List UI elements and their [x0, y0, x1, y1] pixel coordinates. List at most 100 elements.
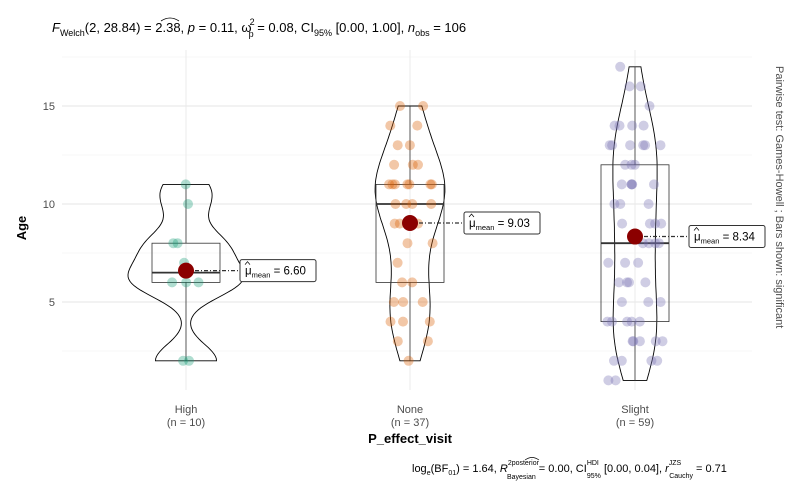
- x-tick-label: None: [397, 404, 423, 416]
- data-point: [635, 81, 646, 92]
- data-point: [626, 316, 637, 327]
- x-tick-label: Slight: [621, 404, 649, 416]
- y-tick-label: 15: [43, 101, 55, 113]
- mean-label-text: μmean = 6.60: [245, 266, 306, 280]
- subtitle-omega: ω: [241, 20, 251, 35]
- data-point: [655, 140, 666, 151]
- mu-hat: [468, 213, 475, 218]
- mean-value: = 9.03: [494, 218, 530, 230]
- data-point: [634, 316, 645, 327]
- data-point: [401, 199, 412, 209]
- data-point: [412, 120, 423, 131]
- cap-r-sup: 2posterior: [508, 460, 540, 467]
- x-tick-n-label: (n = 37): [391, 417, 429, 429]
- subtitle-f: F: [52, 20, 61, 35]
- pairwise-note: Pairwise test: Games-Howell ; Bars shown…: [773, 66, 785, 328]
- data-point: [644, 101, 655, 111]
- data-point: [417, 297, 428, 307]
- data-point: [181, 277, 192, 288]
- cap-ci-val: [0.00, 0.04],: [601, 463, 665, 475]
- data-point: [402, 179, 413, 190]
- data-point: [395, 101, 405, 111]
- data-point: [413, 159, 423, 170]
- data-point: [392, 257, 403, 268]
- data-point: [385, 316, 396, 327]
- subtitle-omega-val: = 0.08, CI: [254, 20, 314, 35]
- data-point: [643, 199, 654, 209]
- mean-label-text: μmean = 9.03: [469, 218, 530, 232]
- subtitle-omega-sub: p: [249, 29, 254, 39]
- cap-log: log: [412, 463, 427, 475]
- data-point: [398, 316, 408, 327]
- data-point: [407, 277, 418, 288]
- data-point: [622, 316, 633, 327]
- mean-point: [178, 262, 194, 279]
- data-point: [607, 316, 617, 327]
- mean-label: μmean = 8.34: [688, 225, 766, 249]
- data-point: [398, 297, 409, 307]
- violin: [127, 183, 245, 362]
- data-point: [617, 218, 628, 229]
- y-tick-label: 5: [49, 297, 55, 309]
- mean-sub: mean: [476, 223, 495, 232]
- data-point: [387, 179, 398, 190]
- subtitle-n-val: = 106: [430, 20, 467, 35]
- data-point: [426, 199, 437, 209]
- x-tick-label: High: [175, 404, 198, 416]
- data-point: [627, 336, 638, 347]
- x-tick-n-label: (n = 59): [616, 417, 654, 429]
- data-point: [614, 277, 624, 288]
- data-point: [180, 179, 191, 190]
- data-point: [626, 159, 637, 170]
- data-point: [638, 120, 649, 131]
- data-point: [633, 257, 644, 268]
- data-point: [403, 355, 414, 366]
- data-point: [615, 61, 626, 72]
- cap-rc-val: = 0.71: [693, 463, 727, 475]
- data-point: [418, 101, 429, 111]
- data-point: [643, 238, 654, 249]
- data-point: [653, 238, 664, 249]
- data-point: [629, 159, 640, 170]
- data-point: [425, 179, 436, 190]
- mu-symbol: μ: [694, 232, 701, 244]
- data-point: [603, 257, 614, 268]
- mean-value: = 8.34: [719, 232, 755, 244]
- data-point: [643, 297, 654, 307]
- data-point: [657, 336, 668, 347]
- subtitle-ci-val: [0.00, 1.00],: [332, 20, 408, 35]
- r-hat: [524, 457, 540, 461]
- data-point: [624, 277, 634, 288]
- data-point: [652, 355, 663, 366]
- mu-symbol: μ: [245, 266, 252, 278]
- data-point: [602, 316, 613, 327]
- data-point: [650, 336, 661, 347]
- data-point: [620, 159, 631, 170]
- mean-value: = 6.60: [270, 266, 306, 278]
- x-axis-title: P_effect_visit: [368, 431, 452, 446]
- violin: [612, 66, 658, 381]
- data-point: [404, 140, 415, 151]
- data-point: [616, 297, 627, 307]
- data-point: [644, 218, 655, 229]
- mean-label-box: [688, 225, 766, 249]
- data-point: [604, 140, 615, 151]
- data-point: [615, 199, 626, 209]
- cap-rc: r: [665, 463, 670, 475]
- data-point: [634, 336, 645, 347]
- mean-sub: mean: [252, 271, 271, 280]
- data-point: [609, 120, 620, 131]
- cap-bf: (BF: [431, 463, 449, 475]
- data-point: [389, 159, 400, 170]
- data-point: [384, 179, 395, 190]
- data-point: [614, 120, 625, 131]
- data-point: [646, 355, 657, 366]
- data-point: [193, 277, 204, 288]
- subtitle-p: p: [187, 20, 195, 35]
- data-point: [385, 120, 396, 131]
- y-tick-label: 10: [43, 199, 55, 211]
- data-point: [616, 179, 627, 190]
- mu-symbol: μ: [469, 218, 476, 230]
- mu-hat: [244, 261, 251, 265]
- data-point: [628, 336, 639, 347]
